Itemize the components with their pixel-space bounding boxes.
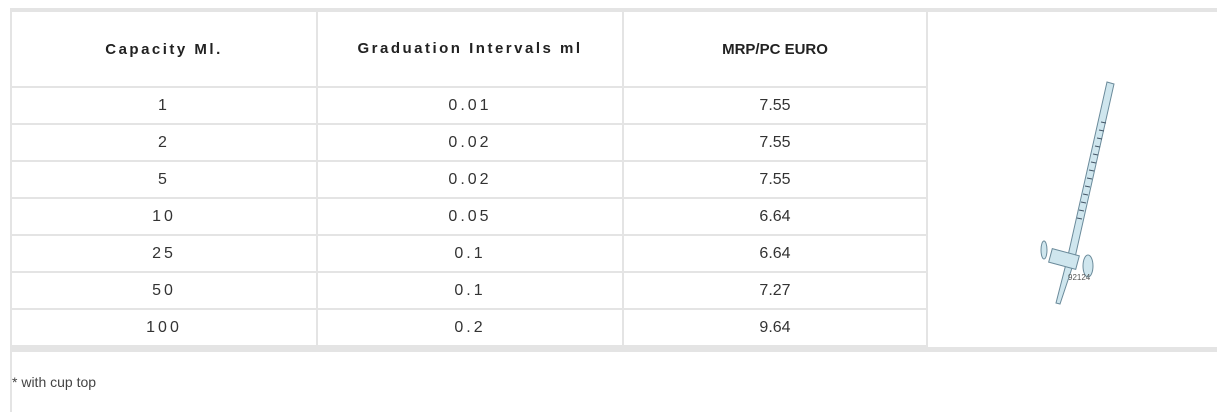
header-cell-text: Graduation Intervals ml (345, 37, 595, 61)
table-frame: 92124 * with cup top Capacity Ml. Graduat… (10, 8, 1217, 412)
table-cell: 0.1 (318, 273, 622, 308)
header-cell: Capacity Ml. (12, 12, 316, 86)
table-cell: 7.27 (624, 273, 926, 308)
table-cell: 0.02 (318, 162, 622, 197)
header-cell: Graduation Intervals ml (318, 12, 622, 86)
table-cell-text: 0.01 (448, 97, 491, 115)
image-cell: 92124 (928, 12, 1217, 347)
table-cell: 0.1 (318, 236, 622, 271)
table-cell: 2 (12, 125, 316, 160)
table-cell: 0.01 (318, 88, 622, 123)
table-cell-text: 0.1 (454, 245, 485, 263)
table-cell-text: 6.64 (759, 245, 790, 263)
table-cell-text: 9.64 (759, 319, 790, 337)
table-cell-text: 7.27 (759, 282, 790, 300)
table-cell: 100 (12, 310, 316, 345)
page: 92124 * with cup top Capacity Ml. Graduat… (0, 0, 1217, 412)
table-cell: 7.55 (624, 162, 926, 197)
table-cell-text: 7.55 (759, 134, 790, 152)
table-cell: 10 (12, 199, 316, 234)
stopcock-end (1041, 241, 1047, 259)
header-cell-text: MRP/PC EURO (722, 41, 828, 58)
burette-illustration: 92124 (928, 12, 1217, 347)
table-cell-text: 0.2 (454, 319, 485, 337)
table-cell-text: 2 (158, 134, 170, 152)
table-cell-text: 0.02 (448, 134, 491, 152)
table-cell-text: 0.1 (454, 282, 485, 300)
table-cell-text: 1 (158, 97, 170, 115)
footnote: * with cup top (12, 352, 1217, 412)
table-cell-text: 7.55 (759, 97, 790, 115)
image-label: 92124 (1068, 273, 1091, 282)
table-cell: 1 (12, 88, 316, 123)
table-cell-text: 7.55 (759, 171, 790, 189)
table-cell: 9.64 (624, 310, 926, 345)
table-cell-text: 100 (146, 319, 182, 337)
table-cell-text: 25 (152, 245, 176, 263)
header-cell: MRP/PC EURO (624, 12, 926, 86)
table-cell: 7.55 (624, 88, 926, 123)
table-cell: 0.02 (318, 125, 622, 160)
table-cell: 5 (12, 162, 316, 197)
table-cell: 6.64 (624, 236, 926, 271)
table-cell-text: 50 (152, 282, 176, 300)
table-cell: 0.2 (318, 310, 622, 345)
table-cell-text: 10 (152, 208, 176, 226)
table-cell-text: 5 (158, 171, 170, 189)
table-cell-text: 0.02 (448, 171, 491, 189)
table-cell: 25 (12, 236, 316, 271)
table-cell: 50 (12, 273, 316, 308)
burette-tube (1067, 82, 1114, 262)
footnote-text: * with cup top (12, 374, 96, 390)
header-cell-text: Capacity Ml. (105, 41, 223, 58)
table-cell-text: 0.05 (448, 208, 491, 226)
table-cell: 6.64 (624, 199, 926, 234)
table-cell: 7.55 (624, 125, 926, 160)
table-cell-text: 6.64 (759, 208, 790, 226)
table-cell: 0.05 (318, 199, 622, 234)
